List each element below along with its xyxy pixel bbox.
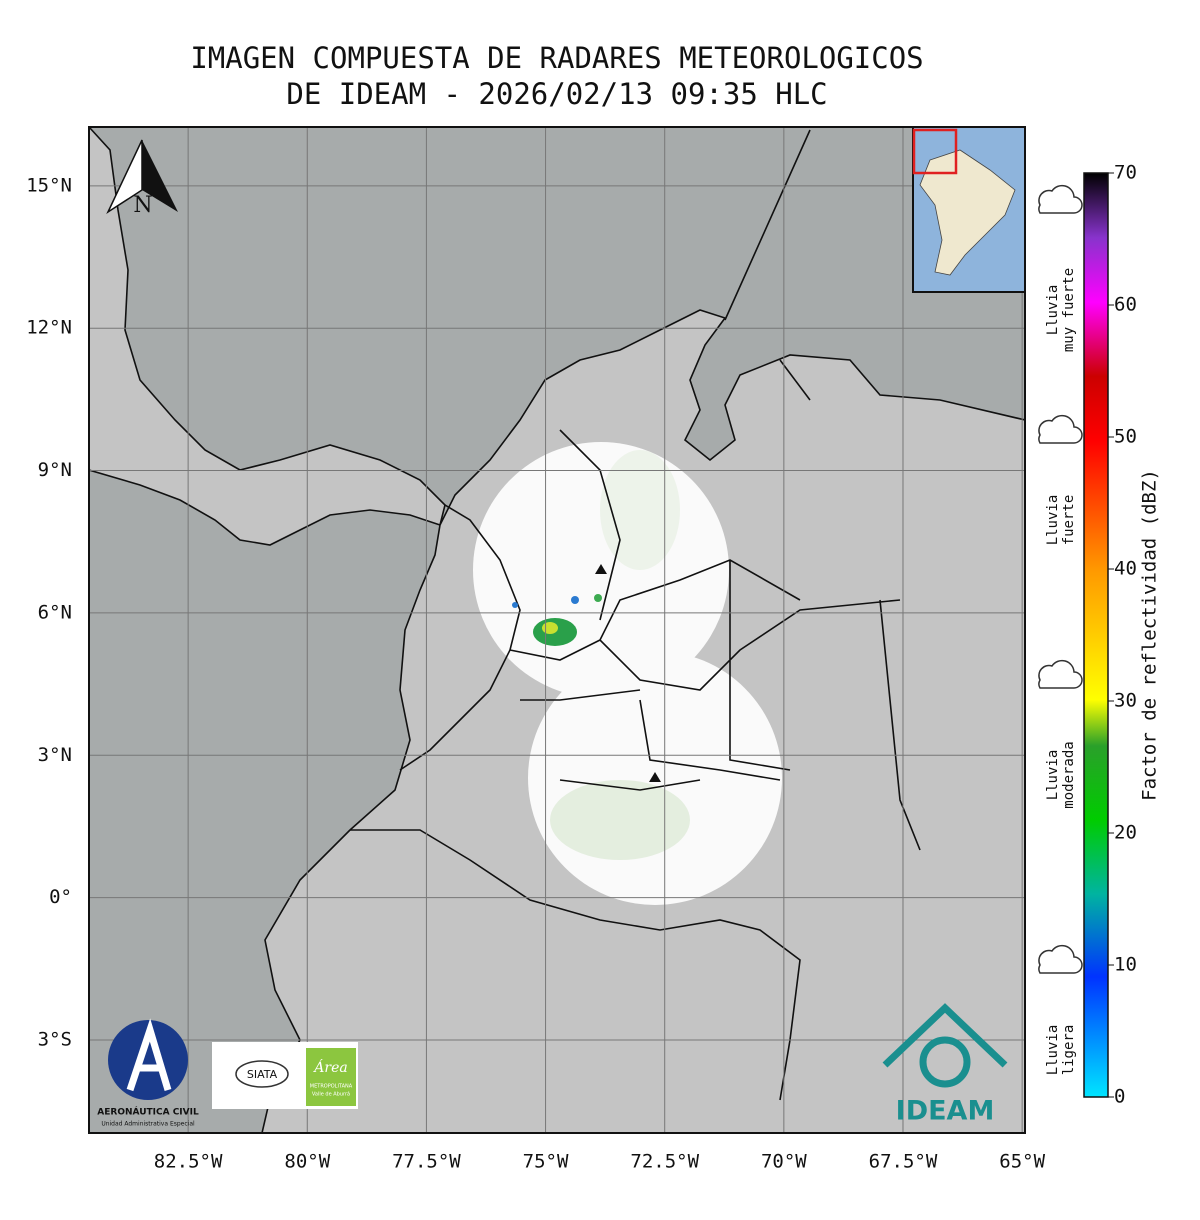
rain-label: fuerte bbox=[1061, 495, 1077, 546]
colorbar-tick-label: 50 bbox=[1114, 426, 1137, 448]
radar-echo bbox=[512, 602, 518, 608]
colorbar-tick-label: 70 bbox=[1114, 162, 1137, 184]
weather-icon bbox=[1038, 659, 1083, 689]
map-body bbox=[89, 127, 1025, 1133]
siata-logo bbox=[235, 1060, 289, 1088]
rain-label: Lluvia bbox=[1045, 750, 1061, 801]
lat-tick-label: 3°N bbox=[38, 744, 72, 766]
colorbar-tick-label: 40 bbox=[1114, 558, 1137, 580]
ideam-logo bbox=[919, 1036, 971, 1088]
colorbar-tick-label: 60 bbox=[1114, 294, 1137, 316]
ideam-logo bbox=[882, 1003, 1008, 1068]
logo-text: Unidad Administrativa Especial bbox=[101, 1121, 195, 1128]
rain-label: Lluvia bbox=[1045, 285, 1061, 336]
logo-text: METROPOLITANA bbox=[310, 1084, 353, 1090]
colorbar-tick-label: 20 bbox=[1114, 822, 1137, 844]
colorbar-label: Factor de reflectividad (dBZ) bbox=[1139, 469, 1161, 801]
rain-label: Lluvia bbox=[1045, 495, 1061, 546]
admin-border bbox=[350, 129, 921, 1101]
lat-tick-label: 3°S bbox=[38, 1028, 72, 1050]
lon-tick-label: 70°W bbox=[761, 1151, 807, 1173]
title-line: IMAGEN COMPUESTA DE RADARES METEOROLOGIC… bbox=[190, 41, 923, 75]
radar-echo bbox=[542, 622, 558, 634]
rain-label: muy fuerte bbox=[1061, 268, 1077, 352]
north-label: N bbox=[133, 193, 152, 218]
inset-land bbox=[919, 149, 1016, 276]
logo-text: IDEAM bbox=[896, 1096, 995, 1127]
logo-text: AERONÁUTICA CIVIL bbox=[97, 1106, 199, 1118]
radar-echo bbox=[571, 596, 579, 604]
lon-tick-label: 67.5°W bbox=[869, 1151, 938, 1173]
lat-tick-label: 15°N bbox=[26, 174, 72, 196]
graticule bbox=[89, 127, 1025, 1133]
logo-text: SIATA bbox=[247, 1068, 278, 1081]
lon-tick-label: 80°W bbox=[284, 1151, 330, 1173]
lon-tick-label: 72.5°W bbox=[630, 1151, 699, 1173]
faint-echo bbox=[550, 780, 690, 860]
land bbox=[89, 127, 446, 546]
area-logo bbox=[306, 1048, 356, 1106]
colorbar-tick-label: 0 bbox=[1114, 1086, 1125, 1108]
rain-label: ligera bbox=[1061, 1025, 1077, 1076]
colorbar-tick-label: 10 bbox=[1114, 954, 1137, 976]
title-line: DE IDEAM - 2026/02/13 09:35 HLC bbox=[286, 77, 827, 111]
weather-icon bbox=[1038, 414, 1083, 444]
lat-tick-label: 9°N bbox=[38, 459, 72, 481]
lat-tick-label: 12°N bbox=[26, 317, 72, 339]
inset-extent bbox=[912, 128, 958, 175]
colorbar-tick-label: 30 bbox=[1114, 690, 1137, 712]
lon-tick-label: 75°W bbox=[523, 1151, 569, 1173]
radar-echo bbox=[594, 594, 602, 602]
lon-tick-label: 65°W bbox=[999, 1151, 1045, 1173]
map-frame bbox=[88, 126, 1026, 1134]
logo-text: Valle de Aburrá bbox=[312, 1091, 350, 1098]
lat-tick-label: 6°N bbox=[38, 601, 72, 623]
radar-site bbox=[595, 564, 607, 574]
rain-label: moderada bbox=[1061, 741, 1077, 808]
weather-icon bbox=[1038, 184, 1083, 214]
colorbar bbox=[1083, 172, 1109, 1098]
aerocivil-logo bbox=[126, 1018, 172, 1092]
rain-label: Lluvia bbox=[1045, 1025, 1061, 1076]
lon-tick-label: 77.5°W bbox=[392, 1151, 461, 1173]
lon-tick-label: 82.5°W bbox=[154, 1151, 223, 1173]
lat-tick-label: 0° bbox=[49, 886, 72, 908]
weather-icon bbox=[1038, 944, 1083, 974]
logo-text: Área bbox=[312, 1058, 347, 1076]
north-arrow bbox=[142, 140, 178, 212]
radar-site bbox=[649, 772, 661, 782]
